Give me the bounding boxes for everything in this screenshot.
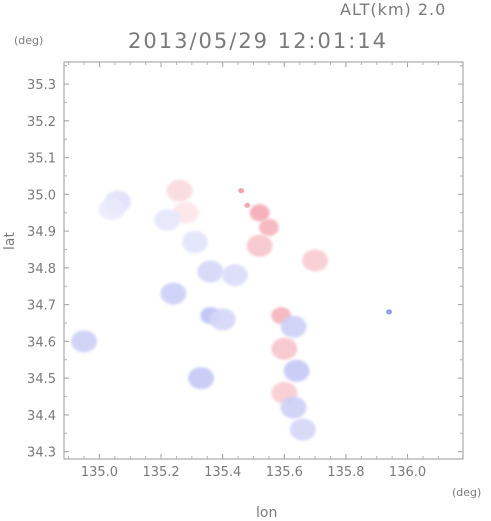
y-tick-label: 34.4 bbox=[27, 409, 56, 424]
y-tick-label: 34.6 bbox=[27, 335, 56, 350]
y-axis-unit: (deg) bbox=[14, 34, 44, 47]
y-tick-label: 35.0 bbox=[27, 188, 56, 203]
x-tick-label: 135.8 bbox=[327, 465, 364, 480]
echo-cell bbox=[386, 309, 393, 315]
echo-cell bbox=[160, 282, 187, 305]
echo-cell bbox=[222, 264, 248, 287]
y-tick-label: 34.9 bbox=[27, 225, 56, 240]
echo-cell bbox=[166, 179, 193, 202]
plot-frame bbox=[63, 61, 464, 460]
x-axis-label: lon bbox=[256, 505, 278, 521]
echo-cell bbox=[188, 367, 215, 390]
x-axis-ticks: 135.0 135.2 135.4 135.6 135.8 136.0 bbox=[68, 62, 439, 480]
timestamp-title: 2013/05/29 12:01:14 bbox=[128, 29, 389, 53]
x-axis-unit: (deg) bbox=[452, 486, 482, 499]
echo-cell bbox=[258, 218, 279, 236]
altitude-label: ALT(km) 2.0 bbox=[340, 0, 447, 19]
x-tick-label: 135.0 bbox=[81, 465, 118, 480]
echo-cell bbox=[197, 260, 224, 283]
x-tick-label: 135.4 bbox=[204, 465, 241, 480]
y-tick-label: 34.7 bbox=[27, 299, 56, 314]
y-tick-label: 34.8 bbox=[27, 262, 56, 277]
echo-cell bbox=[98, 197, 125, 221]
echo-cell bbox=[302, 249, 329, 272]
y-tick-label: 34.5 bbox=[27, 372, 56, 387]
echo-layer bbox=[71, 179, 393, 441]
echo-cell bbox=[289, 418, 316, 441]
echo-cell bbox=[280, 315, 307, 338]
y-tick-label: 34.3 bbox=[27, 446, 56, 461]
echo-cell bbox=[280, 396, 307, 419]
echo-cell bbox=[209, 308, 236, 331]
echo-cell bbox=[244, 202, 251, 208]
echo-cell bbox=[249, 204, 270, 222]
y-axis-ticks: 34.3 34.4 34.5 34.6 34.7 34.8 34.9 35.0 35.1 35.2… bbox=[27, 65, 463, 461]
y-tick-label: 35.3 bbox=[27, 78, 56, 93]
echo-cell bbox=[71, 330, 98, 353]
x-tick-label: 136.0 bbox=[389, 465, 426, 480]
echo-cell bbox=[271, 337, 298, 360]
x-tick-label: 135.6 bbox=[266, 465, 303, 480]
echo-cell bbox=[181, 231, 208, 254]
echo-cell bbox=[154, 209, 181, 232]
y-tick-label: 35.1 bbox=[27, 152, 56, 167]
echo-cell bbox=[246, 234, 273, 257]
x-tick-label: 135.2 bbox=[142, 465, 179, 480]
echo-cell bbox=[238, 188, 245, 194]
y-tick-label: 35.2 bbox=[27, 115, 56, 130]
echo-cell bbox=[283, 359, 310, 382]
